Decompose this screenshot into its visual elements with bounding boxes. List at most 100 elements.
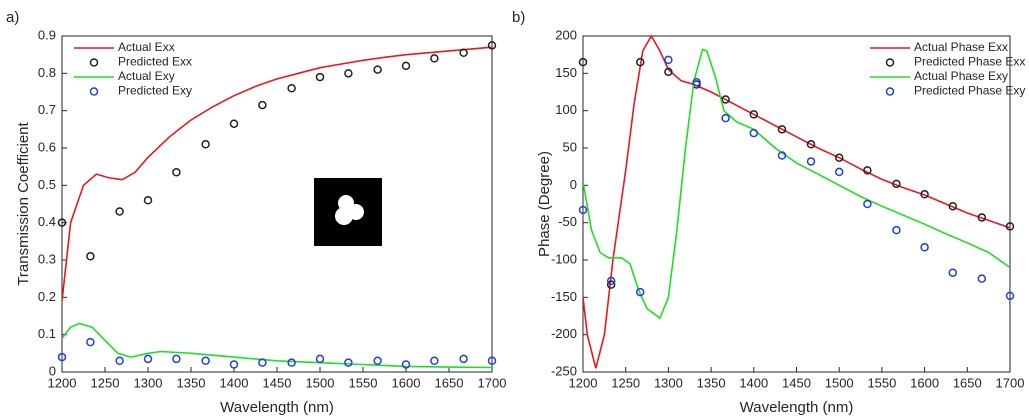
data-point bbox=[430, 54, 439, 63]
y-tick-label: 0.2 bbox=[38, 289, 56, 304]
legend-label: Actual Phase Exx bbox=[914, 40, 1008, 54]
data-point bbox=[115, 356, 124, 366]
data-point bbox=[115, 207, 124, 216]
data-point bbox=[920, 243, 929, 252]
y-axis-label: Phase (Degree) bbox=[536, 151, 553, 257]
data-point bbox=[948, 201, 958, 211]
data-point bbox=[344, 358, 353, 367]
data-point bbox=[606, 276, 616, 286]
data-point bbox=[401, 61, 411, 71]
inset-image bbox=[314, 178, 382, 246]
data-point bbox=[430, 356, 439, 366]
y-tick-label: 0.8 bbox=[38, 65, 56, 80]
y-tick-label: -50 bbox=[558, 214, 577, 229]
x-tick-label: 1600 bbox=[910, 375, 939, 390]
data-point bbox=[373, 356, 382, 366]
x-tick-label: 1700 bbox=[478, 375, 507, 390]
data-point bbox=[692, 78, 701, 87]
y-tick-label: 0.9 bbox=[38, 27, 56, 42]
legend-label: Predicted Exx bbox=[118, 55, 192, 69]
data-point bbox=[777, 151, 787, 160]
data-point bbox=[635, 287, 645, 297]
data-point bbox=[721, 95, 730, 104]
x-tick-label: 1450 bbox=[263, 375, 292, 390]
data-point bbox=[635, 57, 645, 67]
y-tick-label: 0 bbox=[570, 177, 577, 192]
data-point bbox=[201, 140, 210, 149]
data-point bbox=[749, 110, 759, 119]
legend-label: Actual Exy bbox=[118, 69, 175, 83]
x-axis-label: Wavelength (nm) bbox=[740, 399, 854, 416]
legend-swatch bbox=[89, 87, 99, 96]
data-point bbox=[287, 84, 296, 93]
x-tick-label: 1200 bbox=[48, 375, 77, 390]
y-tick-label: 0.4 bbox=[38, 214, 56, 229]
legend-swatch bbox=[885, 58, 895, 67]
data-point bbox=[892, 179, 901, 189]
x-tick-label: 1350 bbox=[177, 375, 206, 390]
legend-swatch bbox=[89, 58, 99, 67]
data-point bbox=[229, 360, 239, 369]
data-point bbox=[344, 69, 353, 78]
data-point bbox=[201, 356, 210, 366]
data-point bbox=[401, 360, 411, 369]
y-tick-label: 0.3 bbox=[38, 251, 56, 266]
x-tick-label: 1250 bbox=[91, 375, 120, 390]
panel-label: a) bbox=[6, 9, 19, 26]
y-tick-label: 0 bbox=[49, 363, 56, 378]
data-point bbox=[373, 65, 382, 74]
data-point bbox=[287, 358, 296, 367]
x-tick-label: 1450 bbox=[782, 375, 811, 390]
x-tick-label: 1650 bbox=[435, 375, 464, 390]
data-line bbox=[583, 48, 1010, 320]
data-point bbox=[834, 153, 844, 162]
y-tick-label: -250 bbox=[551, 363, 577, 378]
y-tick-label: -200 bbox=[551, 326, 577, 341]
data-point bbox=[977, 213, 987, 222]
x-tick-label: 1300 bbox=[134, 375, 163, 390]
data-point bbox=[143, 354, 153, 364]
data-point bbox=[721, 113, 730, 123]
data-point bbox=[459, 354, 468, 364]
data-point bbox=[143, 196, 153, 205]
data-point bbox=[57, 352, 67, 362]
data-point bbox=[315, 354, 325, 364]
y-tick-label: -150 bbox=[551, 289, 577, 304]
data-point bbox=[258, 358, 267, 367]
x-tick-label: 1400 bbox=[739, 375, 768, 390]
y-tick-label: 0.1 bbox=[38, 326, 56, 341]
data-point bbox=[487, 356, 497, 366]
data-point bbox=[948, 268, 958, 277]
y-tick-label: 200 bbox=[555, 27, 577, 42]
data-point bbox=[920, 190, 929, 199]
x-tick-label: 1200 bbox=[569, 375, 598, 390]
data-point bbox=[459, 48, 468, 58]
data-point bbox=[578, 205, 588, 215]
legend-label: Predicted Phase Exx bbox=[914, 55, 1025, 69]
x-axis-label: Wavelength (nm) bbox=[220, 399, 334, 416]
data-point bbox=[806, 140, 816, 149]
data-point bbox=[258, 100, 267, 110]
legend-label: Predicted Phase Exy bbox=[914, 84, 1025, 98]
y-axis-label: Transmission Coefficient bbox=[15, 121, 32, 285]
data-point bbox=[834, 167, 844, 177]
data-point bbox=[229, 119, 239, 128]
data-point bbox=[749, 128, 759, 138]
y-tick-label: 100 bbox=[555, 102, 577, 117]
x-tick-label: 1350 bbox=[697, 375, 726, 390]
legend-swatch bbox=[885, 87, 895, 96]
data-point bbox=[86, 337, 95, 347]
data-line bbox=[62, 46, 492, 302]
data-point bbox=[172, 354, 181, 364]
data-point bbox=[86, 252, 95, 261]
panel-label: b) bbox=[512, 9, 525, 26]
data-point bbox=[664, 67, 673, 77]
x-tick-label: 1300 bbox=[654, 375, 683, 390]
y-tick-label: 0.5 bbox=[38, 177, 56, 192]
data-point bbox=[806, 157, 816, 166]
data-point bbox=[315, 72, 325, 82]
x-tick-label: 1600 bbox=[392, 375, 421, 390]
x-tick-label: 1550 bbox=[867, 375, 896, 390]
data-point bbox=[606, 280, 616, 289]
